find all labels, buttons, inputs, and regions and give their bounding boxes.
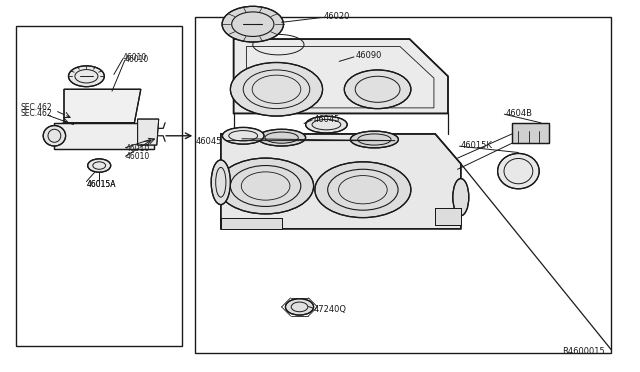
Text: 46010: 46010: [123, 53, 147, 62]
Polygon shape: [512, 123, 549, 143]
Text: 46015A: 46015A: [87, 180, 116, 189]
Polygon shape: [64, 89, 141, 123]
Circle shape: [230, 62, 323, 116]
Text: SEC.462: SEC.462: [20, 103, 52, 112]
Text: 46020: 46020: [323, 12, 349, 21]
Polygon shape: [234, 39, 448, 113]
Circle shape: [68, 66, 104, 87]
Polygon shape: [435, 208, 461, 225]
Ellipse shape: [306, 116, 347, 133]
Text: SEC.462: SEC.462: [20, 109, 52, 118]
Text: 46045: 46045: [195, 137, 221, 146]
Polygon shape: [54, 123, 154, 149]
Circle shape: [222, 6, 284, 42]
Circle shape: [344, 70, 411, 109]
Ellipse shape: [44, 126, 66, 146]
Ellipse shape: [498, 153, 540, 189]
Ellipse shape: [211, 160, 230, 205]
Text: R4600015: R4600015: [562, 347, 605, 356]
Text: 46010: 46010: [125, 55, 149, 64]
Circle shape: [315, 162, 411, 218]
Circle shape: [218, 158, 314, 214]
Circle shape: [285, 299, 314, 315]
Text: 46015K: 46015K: [461, 141, 493, 150]
Ellipse shape: [258, 129, 306, 146]
Polygon shape: [138, 119, 159, 145]
Text: 47240Q: 47240Q: [314, 305, 347, 314]
Ellipse shape: [351, 131, 399, 148]
Text: 46045: 46045: [314, 115, 340, 124]
Circle shape: [88, 159, 111, 172]
Polygon shape: [221, 218, 282, 229]
Text: 46010: 46010: [125, 144, 150, 153]
Text: 46090: 46090: [355, 51, 381, 60]
Text: 4604B: 4604B: [506, 109, 532, 118]
Polygon shape: [221, 134, 461, 229]
Text: 46015A: 46015A: [86, 180, 116, 189]
Ellipse shape: [223, 127, 264, 144]
Text: 46010: 46010: [125, 152, 150, 161]
Ellipse shape: [453, 179, 468, 216]
